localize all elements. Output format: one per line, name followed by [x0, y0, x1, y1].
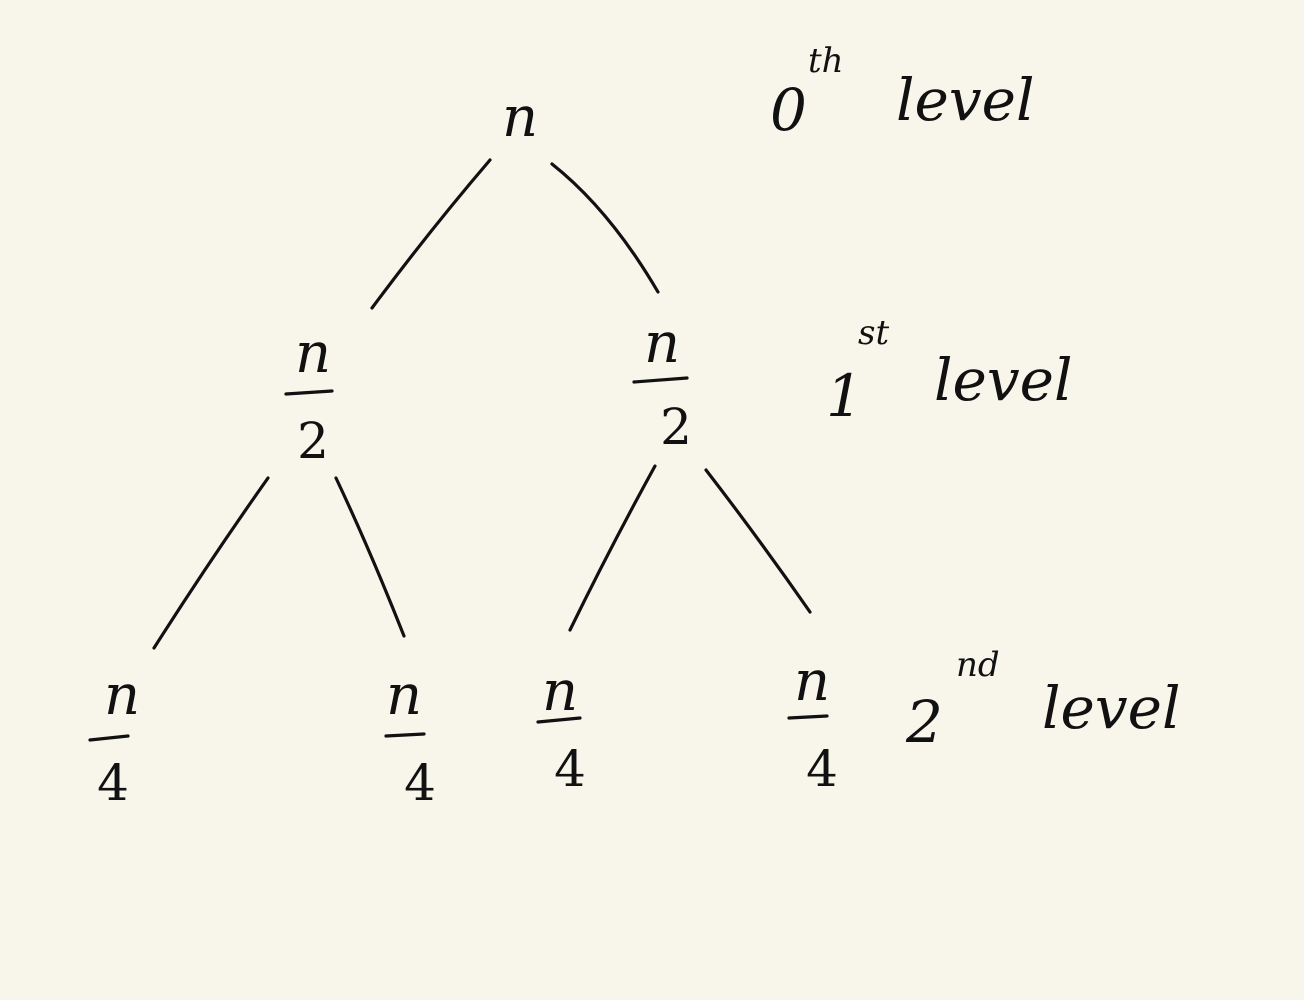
fraction-bar	[284, 389, 334, 396]
node-level-2-b: n 4	[384, 663, 436, 812]
node-l1-right-numerator: n	[644, 311, 680, 376]
node-l2-a-denominator: 4	[97, 754, 129, 812]
node-level-1-right: n 2	[632, 311, 692, 456]
level-2-word: level	[1042, 674, 1181, 742]
fraction-bar	[88, 734, 130, 742]
node-level-2-a: n 4	[88, 663, 140, 812]
node-level-0: n	[502, 85, 538, 150]
node-l2-d-numerator: n	[794, 649, 830, 714]
edge-right-to-rl	[568, 464, 657, 632]
fraction-bar	[787, 714, 829, 720]
node-level-1-left: n 2	[284, 321, 334, 470]
node-l2-b-numerator: n	[386, 663, 422, 728]
fraction-bar	[384, 732, 426, 738]
node-l1-left-numerator: n	[295, 321, 331, 386]
node-l1-left-denominator: 2	[297, 412, 329, 470]
edge-left-to-ll	[152, 476, 270, 650]
node-level-2-c: n 4	[536, 659, 586, 798]
fraction-bar	[536, 716, 582, 724]
node-root-numerator: n	[502, 85, 538, 150]
edge-root-to-left	[370, 158, 492, 310]
level-label-0: 0 th level	[770, 41, 1035, 144]
level-0-index: 0	[770, 76, 807, 144]
level-0-word: level	[896, 66, 1035, 134]
edge-left-to-lr	[334, 476, 406, 638]
node-l2-a-numerator: n	[104, 663, 140, 728]
level-1-suffix: st	[858, 313, 889, 353]
level-0-suffix: th	[808, 41, 844, 81]
node-level-2-d: n 4	[787, 649, 838, 798]
node-l2-d-denominator: 4	[806, 740, 838, 798]
level-label-2: 2 nd level	[905, 645, 1181, 756]
node-l2-c-numerator: n	[542, 659, 578, 724]
level-2-suffix: nd	[956, 645, 1000, 685]
node-l1-right-denominator: 2	[660, 398, 692, 456]
edges-level-1-to-2	[152, 464, 812, 650]
level-label-1: 1 st level	[826, 313, 1073, 430]
level-1-word: level	[934, 346, 1073, 414]
level-1-index: 1	[826, 362, 863, 430]
node-l2-c-denominator: 4	[554, 740, 586, 798]
edge-root-to-right	[550, 162, 660, 294]
level-2-index: 2	[905, 688, 943, 756]
edges-level-0-to-1	[370, 158, 660, 310]
edge-right-to-rr	[704, 468, 812, 614]
fraction-bar	[632, 376, 689, 384]
node-l2-b-denominator: 4	[404, 754, 436, 812]
